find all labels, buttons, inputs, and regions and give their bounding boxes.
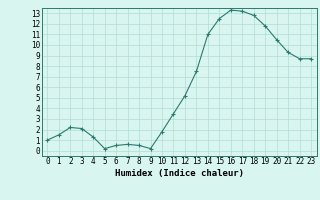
X-axis label: Humidex (Indice chaleur): Humidex (Indice chaleur) xyxy=(115,169,244,178)
